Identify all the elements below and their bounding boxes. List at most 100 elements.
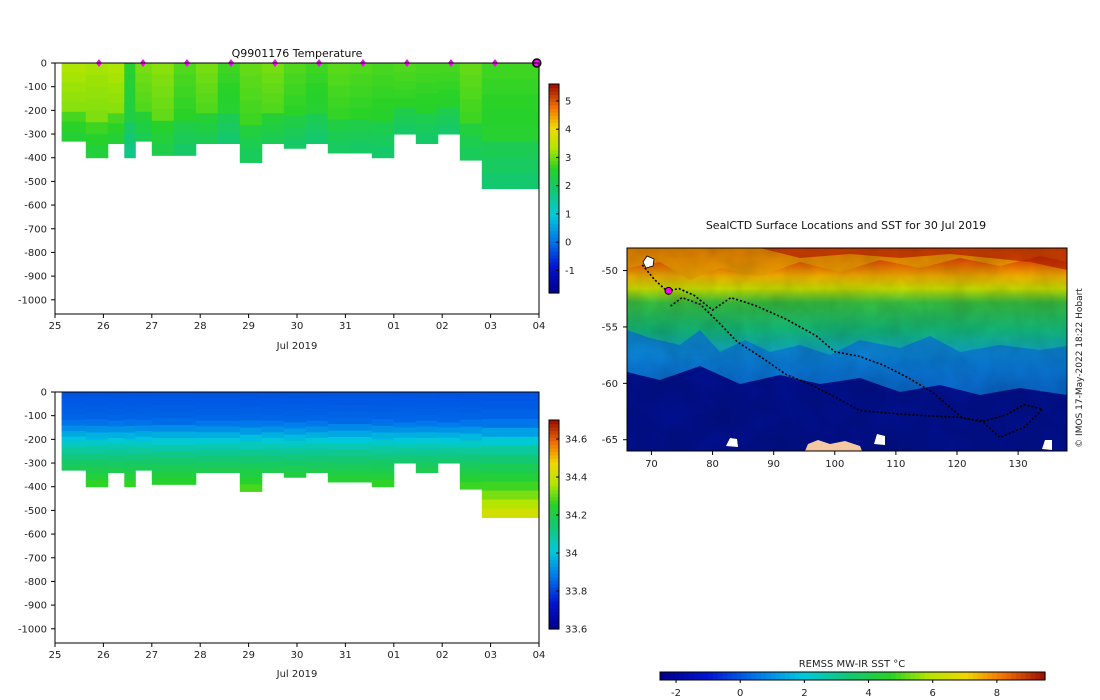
colorbar-segment bbox=[549, 580, 559, 585]
temperature-cell bbox=[85, 86, 109, 100]
salinity-cell bbox=[305, 455, 329, 462]
salinity-cell bbox=[327, 449, 351, 457]
x-tick-label: 03 bbox=[484, 650, 497, 661]
colorbar-segment bbox=[549, 115, 559, 120]
y-tick-label: -300 bbox=[24, 130, 47, 141]
colorbar-tick-label: 34 bbox=[565, 549, 578, 560]
sst-colorbar-segment bbox=[862, 672, 868, 680]
salinity-cell bbox=[459, 433, 483, 442]
salinity-cell bbox=[481, 392, 540, 402]
salinity-cell bbox=[107, 438, 125, 445]
colorbar-segment bbox=[549, 461, 559, 466]
salinity-cell bbox=[107, 403, 125, 410]
salinity-cell bbox=[437, 437, 461, 444]
colorbar-segment bbox=[549, 601, 559, 606]
colorbar-segment bbox=[549, 212, 559, 217]
x-tick-label: 01 bbox=[387, 650, 400, 661]
salinity-cell bbox=[327, 469, 351, 477]
temperature-cell bbox=[173, 63, 197, 76]
y-tick-label: -700 bbox=[24, 224, 47, 235]
sst-colorbar-segment bbox=[1035, 672, 1041, 680]
temperature-cell bbox=[61, 111, 87, 123]
temperature-cell bbox=[371, 74, 395, 88]
salinity-cell bbox=[195, 466, 219, 474]
temperature-cell bbox=[195, 93, 219, 104]
colorbar-segment bbox=[549, 244, 559, 249]
salinity-cell bbox=[327, 436, 351, 444]
sst-colorbar-segment bbox=[866, 672, 873, 680]
salinity-cell bbox=[151, 392, 175, 400]
salinity-cell bbox=[349, 456, 373, 464]
salinity-cell bbox=[305, 466, 329, 474]
temperature-cell bbox=[135, 121, 153, 132]
temperature-cell bbox=[283, 126, 307, 139]
temperature-cell bbox=[481, 125, 540, 142]
colorbar-segment bbox=[549, 496, 559, 501]
salinity-cell bbox=[135, 419, 153, 426]
temperature-cell bbox=[107, 123, 125, 134]
salinity-cell bbox=[305, 461, 329, 468]
salinity-cell bbox=[371, 419, 395, 427]
salinity-cell bbox=[459, 426, 483, 435]
temperature-cell bbox=[261, 73, 285, 84]
colorbar-segment bbox=[549, 286, 559, 291]
temperature-cell bbox=[239, 63, 263, 76]
sst-colorbar-segment bbox=[972, 672, 979, 680]
salinity-cell bbox=[61, 436, 87, 443]
temperature-cell bbox=[283, 73, 307, 85]
salinity-cell bbox=[61, 442, 87, 449]
sst-colorbar-segment bbox=[751, 672, 757, 680]
y-tick-label: -600 bbox=[24, 530, 47, 541]
temperature-cell bbox=[349, 119, 373, 131]
colorbar-segment bbox=[549, 465, 559, 470]
temperature-cell bbox=[85, 74, 109, 88]
salinity-cell bbox=[261, 409, 285, 416]
colorbar-segment bbox=[549, 444, 559, 449]
temperature-cell bbox=[239, 137, 263, 151]
sst-colorbar-segment bbox=[1006, 672, 1012, 680]
temperature-x-axis: 25 26 27 28 29 30 31 01 02 03 04 bbox=[49, 314, 545, 332]
x-tick-label: 03 bbox=[484, 321, 497, 332]
colorbar-segment bbox=[549, 216, 559, 221]
colorbar-segment bbox=[549, 268, 559, 273]
sst-colorbar-segment bbox=[1040, 672, 1046, 680]
temperature-cell bbox=[173, 97, 197, 110]
longitude-tick-label: 80 bbox=[706, 459, 719, 470]
colorbar-segment bbox=[549, 493, 559, 498]
colorbar-segment bbox=[549, 233, 559, 238]
salinity-cell bbox=[217, 466, 241, 474]
temperature-cell bbox=[217, 103, 241, 114]
salinity-cell bbox=[124, 479, 136, 488]
salinity-cell bbox=[261, 420, 285, 428]
colorbar-segment bbox=[549, 125, 559, 130]
sst-colorbar-segment bbox=[982, 672, 988, 680]
temperature-cell bbox=[283, 84, 307, 96]
temperature-cell bbox=[327, 96, 351, 109]
temperature-cell bbox=[459, 75, 483, 88]
salinity-cell bbox=[283, 416, 307, 423]
salinity-cell bbox=[261, 415, 285, 422]
sst-colorbar-segment bbox=[934, 672, 940, 680]
temperature-cell bbox=[107, 113, 125, 124]
salinity-cell bbox=[135, 425, 153, 432]
y-tick-label: -400 bbox=[24, 482, 47, 493]
salinity-x-axis-label: Jul 2019 bbox=[276, 669, 318, 680]
sst-colorbar-segment bbox=[852, 672, 858, 680]
salinity-cell bbox=[459, 419, 483, 428]
temperature-cell bbox=[481, 110, 540, 127]
colorbar-tick-label: 3 bbox=[565, 153, 571, 164]
sst-colorbar-segment bbox=[756, 672, 762, 680]
temperature-cell bbox=[151, 86, 175, 99]
sst-colorbar-segment bbox=[996, 672, 1003, 680]
temperature-cell bbox=[327, 141, 351, 154]
salinity-cell bbox=[349, 462, 373, 470]
sst-colorbar-label: REMSS MW-IR SST °C bbox=[799, 659, 906, 670]
colorbar-segment bbox=[549, 153, 559, 158]
temperature-cell bbox=[393, 98, 417, 108]
temperature-cell bbox=[415, 123, 439, 134]
colorbar-segment bbox=[549, 545, 559, 550]
temperature-cell bbox=[305, 73, 329, 84]
salinity-cell bbox=[239, 470, 263, 478]
salinity-cell bbox=[349, 443, 373, 451]
